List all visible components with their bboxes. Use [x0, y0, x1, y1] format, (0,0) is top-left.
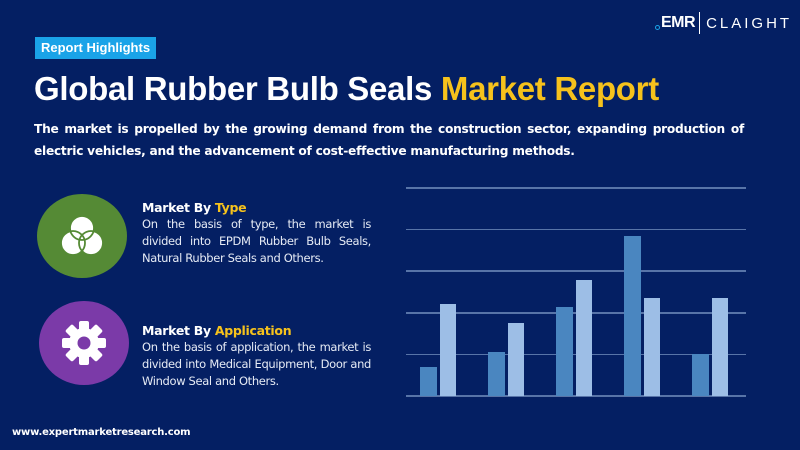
- title-highlight: Market Report: [440, 70, 659, 107]
- logo-divider: [699, 12, 701, 34]
- chart-gridline: [406, 395, 746, 397]
- chart-bar: [556, 306, 573, 396]
- segment-type-title-highlight: Type: [214, 200, 247, 215]
- venn-diagram-icon: [60, 215, 104, 256]
- chart-bar: [488, 352, 505, 396]
- website-url: www.expertmarketresearch.com: [12, 427, 191, 438]
- chart-bar: [507, 323, 524, 396]
- logo-emr-text: EMR: [661, 14, 696, 31]
- page-title: Global Rubber Bulb Seals Market Report: [34, 68, 659, 110]
- title-main: Global Rubber Bulb Seals: [34, 70, 441, 107]
- chart-bar: [624, 235, 641, 396]
- segment-application-title-prefix: Market By: [142, 323, 215, 338]
- chart-gridline: [406, 270, 746, 272]
- report-highlights-badge: Report Highlights: [35, 37, 157, 59]
- market-summary: The market is propelled by the growing d…: [34, 122, 744, 158]
- type-icon-circle: [37, 194, 127, 278]
- chart-gridline: [406, 228, 746, 231]
- segment-application-title: Market By Application: [142, 322, 371, 339]
- chart-bar: [643, 298, 660, 396]
- chart-bar: [575, 279, 592, 396]
- chart-bar: [711, 298, 728, 396]
- segment-type-description: On the basis of type, the market is divi…: [142, 217, 371, 265]
- application-icon-circle: [39, 301, 129, 385]
- segment-application-description: On the basis of application, the market …: [142, 340, 371, 388]
- chart-gridline: [406, 187, 746, 189]
- segment-type-title: Market By Type: [142, 199, 371, 216]
- emr-claight-logo: EMR CLAIGHT: [655, 8, 795, 38]
- logo-dot-icon: [655, 25, 660, 30]
- chart-bar: [439, 304, 456, 396]
- segment-type-title-prefix: Market By: [142, 200, 215, 215]
- chart-bar: [692, 354, 709, 396]
- gear-icon: [62, 321, 106, 365]
- segment-application-title-highlight: Application: [214, 323, 292, 338]
- bar-chart: [406, 180, 746, 400]
- chart-bar: [420, 366, 437, 396]
- logo-claight-text: CLAIGHT: [706, 14, 793, 32]
- logo-emr: EMR: [655, 14, 696, 32]
- segment-type: Market By Type On the basis of type, the…: [142, 199, 371, 267]
- segment-application: Market By Application On the basis of ap…: [142, 322, 371, 390]
